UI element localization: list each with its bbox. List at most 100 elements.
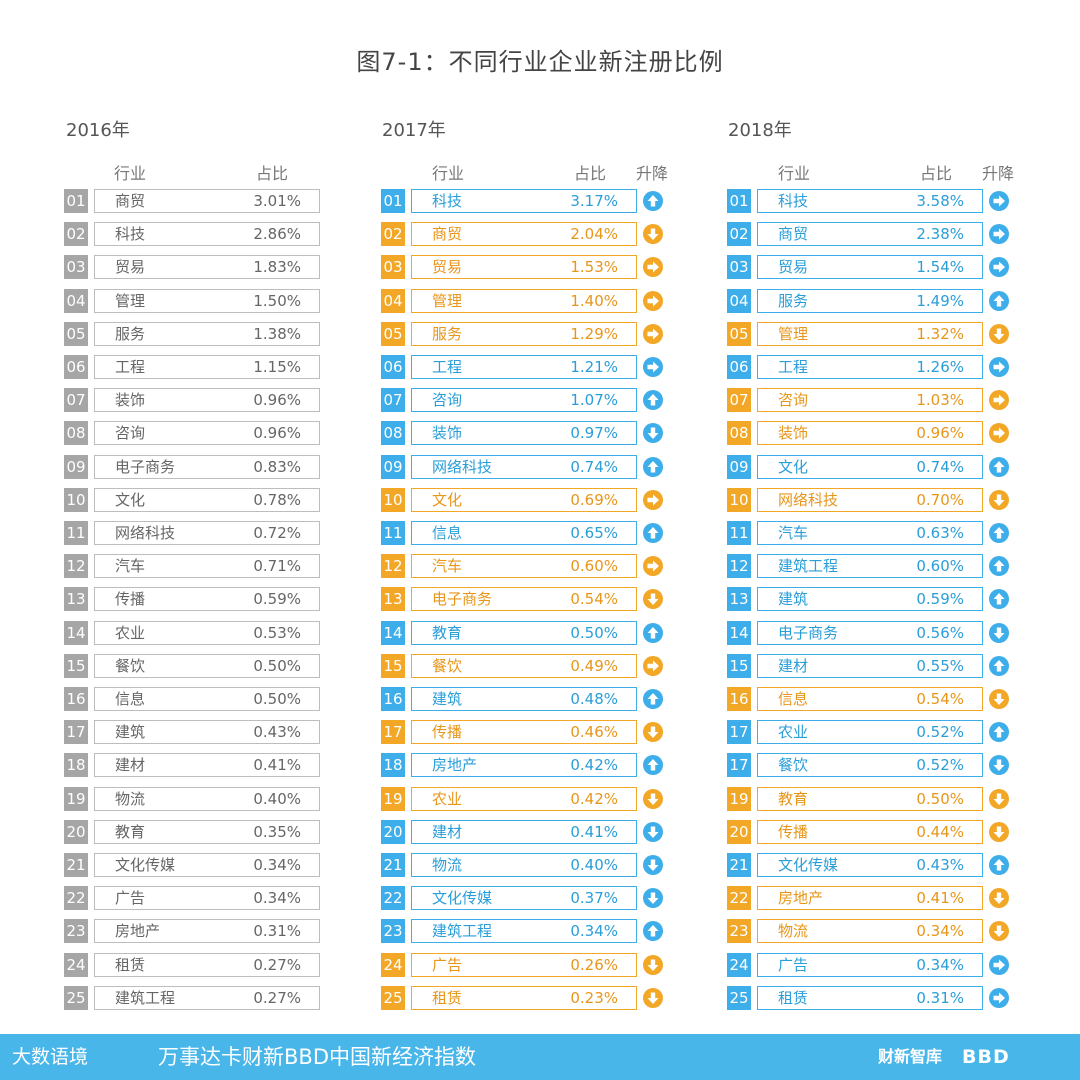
row-cell: 物流 0.40%: [94, 787, 320, 811]
row-cell: 建筑 0.48%: [411, 687, 637, 711]
industry-name: 电子商务: [432, 590, 493, 608]
share-value: 0.74%: [916, 458, 964, 476]
industry-name: 贸易: [432, 258, 463, 276]
table-row: 22 文化传媒 0.37%: [381, 886, 667, 910]
table-row: 21 物流 0.40%: [381, 853, 667, 877]
share-value: 0.96%: [253, 424, 301, 442]
table-row: 07 咨询 1.03%: [727, 388, 1013, 412]
row-cell: 教育 0.50%: [411, 621, 637, 645]
share-value: 2.04%: [570, 225, 618, 243]
share-value: 0.63%: [916, 524, 964, 542]
row-cell: 贸易 1.54%: [757, 255, 983, 279]
arrow-right-icon: [643, 257, 663, 277]
rank-badge: 15: [381, 654, 405, 678]
row-cell: 管理 1.50%: [94, 289, 320, 313]
row-cell: 建筑工程 0.27%: [94, 986, 320, 1010]
rank-badge: 02: [64, 222, 88, 246]
row-cell: 建材 0.41%: [411, 820, 637, 844]
row-cell: 建材 0.55%: [757, 654, 983, 678]
row-cell: 管理 1.32%: [757, 322, 983, 346]
rank-badge: 12: [381, 554, 405, 578]
table-row: 05 管理 1.32%: [727, 322, 1013, 346]
arrow-right-icon: [989, 191, 1009, 211]
industry-name: 物流: [778, 922, 809, 940]
row-cell: 租赁 0.31%: [757, 986, 983, 1010]
rank-badge: 09: [727, 455, 751, 479]
row-cell: 汽车 0.71%: [94, 554, 320, 578]
row-cell: 文化 0.74%: [757, 455, 983, 479]
table-row: 09 网络科技 0.74%: [381, 455, 667, 479]
row-cell: 工程 1.15%: [94, 355, 320, 379]
table-row: 25 租赁 0.31%: [727, 986, 1013, 1010]
row-cell: 传播 0.46%: [411, 720, 637, 744]
share-value: 1.26%: [916, 358, 964, 376]
row-cell: 服务 1.38%: [94, 322, 320, 346]
table-row: 10 文化 0.69%: [381, 488, 667, 512]
arrow-right-icon: [643, 490, 663, 510]
col-header-change: 升降: [636, 164, 669, 183]
row-cell: 网络科技 0.72%: [94, 521, 320, 545]
row-cell: 建筑 0.43%: [94, 720, 320, 744]
share-value: 0.50%: [916, 790, 964, 808]
rank-badge: 02: [381, 222, 405, 246]
share-value: 1.32%: [916, 325, 964, 343]
table-row: 25 建筑工程 0.27%: [64, 986, 320, 1010]
table-row: 20 传播 0.44%: [727, 820, 1013, 844]
arrow-down-icon: [643, 589, 663, 609]
share-value: 0.31%: [253, 922, 301, 940]
arrow-down-icon: [989, 789, 1009, 809]
industry-name: 餐饮: [778, 756, 809, 774]
rank-badge: 21: [64, 853, 88, 877]
col-header-share: 占比: [256, 164, 289, 183]
table-row: 04 管理 1.40%: [381, 289, 667, 313]
arrow-right-icon: [643, 291, 663, 311]
table-row: 14 电子商务 0.56%: [727, 621, 1013, 645]
industry-name: 服务: [115, 325, 146, 343]
row-cell: 传播 0.44%: [757, 820, 983, 844]
row-cell: 文化传媒 0.34%: [94, 853, 320, 877]
row-cell: 建筑工程 0.34%: [411, 919, 637, 943]
industry-name: 文化传媒: [778, 856, 839, 874]
rank-badge: 21: [381, 853, 405, 877]
rank-badge: 17: [64, 720, 88, 744]
rank-badge: 03: [381, 255, 405, 279]
arrow-right-icon: [989, 955, 1009, 975]
table-row: 20 建材 0.41%: [381, 820, 667, 844]
row-cell: 科技 3.58%: [757, 189, 983, 213]
row-cell: 电子商务 0.83%: [94, 455, 320, 479]
table-row: 19 农业 0.42%: [381, 787, 667, 811]
industry-name: 贸易: [115, 258, 146, 276]
share-value: 0.27%: [253, 989, 301, 1007]
share-value: 0.59%: [916, 590, 964, 608]
rank-badge: 18: [381, 753, 405, 777]
row-cell: 贸易 1.53%: [411, 255, 637, 279]
table-row: 07 咨询 1.07%: [381, 388, 667, 412]
industry-name: 汽车: [432, 557, 463, 575]
row-cell: 商贸 2.04%: [411, 222, 637, 246]
industry-name: 教育: [115, 823, 146, 841]
arrow-right-icon: [989, 390, 1009, 410]
industry-name: 装饰: [778, 424, 809, 442]
industry-name: 文化传媒: [432, 889, 493, 907]
table-row: 08 装饰 0.97%: [381, 421, 667, 445]
share-value: 1.03%: [916, 391, 964, 409]
arrow-down-icon: [643, 822, 663, 842]
year-label-2017: 2017年: [382, 120, 446, 141]
row-cell: 文化 0.69%: [411, 488, 637, 512]
row-cell: 信息 0.50%: [94, 687, 320, 711]
rank-badge: 10: [727, 488, 751, 512]
table-row: 14 农业 0.53%: [64, 621, 320, 645]
row-cell: 广告 0.26%: [411, 953, 637, 977]
table-row: 18 建材 0.41%: [64, 753, 320, 777]
table-row: 11 信息 0.65%: [381, 521, 667, 545]
rank-badge: 23: [381, 919, 405, 943]
share-value: 0.83%: [253, 458, 301, 476]
arrow-up-icon: [643, 523, 663, 543]
arrow-up-icon: [643, 755, 663, 775]
share-value: 0.41%: [570, 823, 618, 841]
col-header-change: 升降: [982, 164, 1015, 183]
row-cell: 农业 0.53%: [94, 621, 320, 645]
row-cell: 物流 0.34%: [757, 919, 983, 943]
industry-name: 工程: [115, 358, 146, 376]
industry-name: 商贸: [115, 192, 146, 210]
